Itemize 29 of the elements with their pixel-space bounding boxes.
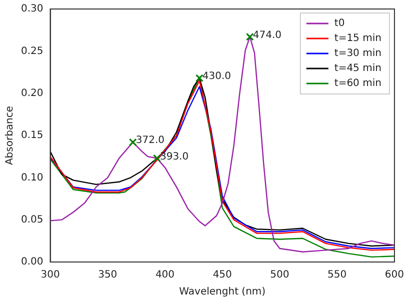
y-tick-label: 0.05 xyxy=(21,214,44,226)
y-tick-label: 0.20 xyxy=(21,88,44,99)
x-tick-label: 500 xyxy=(270,270,290,281)
y-tick-label: 0.25 xyxy=(21,46,44,57)
point xyxy=(246,32,254,41)
point xyxy=(195,74,204,82)
x-axis-title: Wavelenght (nm) xyxy=(179,286,266,298)
y-tick-label: 0.15 xyxy=(21,130,44,142)
annotation: 474.0 xyxy=(252,30,282,41)
legend-label: t=30 min xyxy=(334,48,382,60)
point xyxy=(128,138,137,146)
annotation: 393.0 xyxy=(160,151,189,162)
x-tick-label: 550 xyxy=(328,270,347,281)
annotation: 430.0 xyxy=(202,71,232,82)
y-tick-label: 0.10 xyxy=(21,172,44,184)
x-tick-label: 300 xyxy=(40,270,60,281)
x-tick-label: 450 xyxy=(212,270,232,281)
y-axis-title: Absorbance xyxy=(4,106,16,166)
annotation: 372.0 xyxy=(136,135,165,146)
x-tick-label: 600 xyxy=(384,270,404,281)
legend-label: t=45 min xyxy=(334,63,382,74)
y-tick-label: 0.30 xyxy=(21,4,44,15)
legend-label: t=60 min xyxy=(334,78,382,90)
x-tick-label: 350 xyxy=(98,270,118,281)
x-tick-label: 400 xyxy=(155,270,175,281)
legend-label: t0 xyxy=(334,18,345,30)
legend-label: t=15 min xyxy=(334,33,382,44)
point xyxy=(152,154,161,162)
y-tick-label: 0.00 xyxy=(21,256,44,268)
